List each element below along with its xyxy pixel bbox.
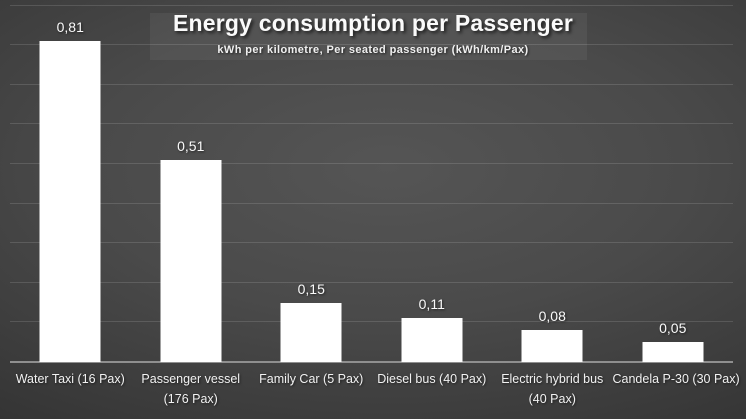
bar-value-label: 0,51 xyxy=(177,138,205,155)
category-label-line: (40 Pax) xyxy=(528,392,576,406)
category-label: Candela P-30 (30 Pax) xyxy=(612,369,740,389)
bar xyxy=(642,342,704,362)
category-label: Water Taxi (16 Pax) xyxy=(10,369,131,389)
gridline xyxy=(10,84,733,85)
bar xyxy=(521,330,583,362)
category-label-line: Passenger vessel xyxy=(141,372,241,386)
gridline xyxy=(10,242,733,243)
chart-subtitle: kWh per kilometre, Per seated passenger … xyxy=(217,44,529,56)
bar-column: 0,81 xyxy=(10,0,131,362)
x-axis-line xyxy=(10,361,733,363)
gridline xyxy=(10,282,733,283)
bar-column: 0,08 xyxy=(492,0,613,362)
category-label: Diesel bus (40 Pax) xyxy=(372,369,493,389)
bar-value-label: 0,08 xyxy=(538,308,566,325)
category-label-line: Family Car (5 Pax) xyxy=(259,372,364,386)
bar-column: 0,15 xyxy=(251,0,372,362)
bar xyxy=(401,318,463,362)
title-panel xyxy=(150,13,587,60)
category-label: Passenger vessel (176 Pax) xyxy=(131,369,252,409)
bar-value-label: 0,81 xyxy=(56,19,84,36)
category-label-line: Candela P-30 (30 Pax) xyxy=(612,372,740,386)
chart-title: Energy consumption per Passenger xyxy=(172,10,574,36)
plot-area: 0,81 0,51 0,15 0,11 0,08 0,05 xyxy=(10,0,734,363)
gridline xyxy=(10,123,733,124)
bar-column: 0,51 xyxy=(131,0,252,362)
gridline xyxy=(10,5,733,6)
gridline xyxy=(10,44,733,45)
category-label-line: Water Taxi (16 Pax) xyxy=(15,372,125,386)
bar-column: 0,11 xyxy=(372,0,493,362)
category-label: Family Car (5 Pax) xyxy=(251,369,372,389)
bar xyxy=(160,160,222,362)
bar-value-label: 0,15 xyxy=(297,280,325,297)
category-label-line: (176 Pax) xyxy=(163,392,218,406)
category-label-line: Diesel bus (40 Pax) xyxy=(377,372,487,386)
gridline xyxy=(10,321,733,322)
bar-value-label: 0,11 xyxy=(418,296,445,313)
bar-value-label: 0,05 xyxy=(659,320,687,337)
category-label-line: Electric hybrid bus xyxy=(501,372,604,386)
gridline xyxy=(10,203,733,204)
bar xyxy=(280,302,342,362)
gridline xyxy=(10,163,733,164)
bar xyxy=(39,41,101,362)
category-label: Electric hybrid bus (40 Pax) xyxy=(492,369,613,409)
bar-column: 0,05 xyxy=(613,0,734,362)
